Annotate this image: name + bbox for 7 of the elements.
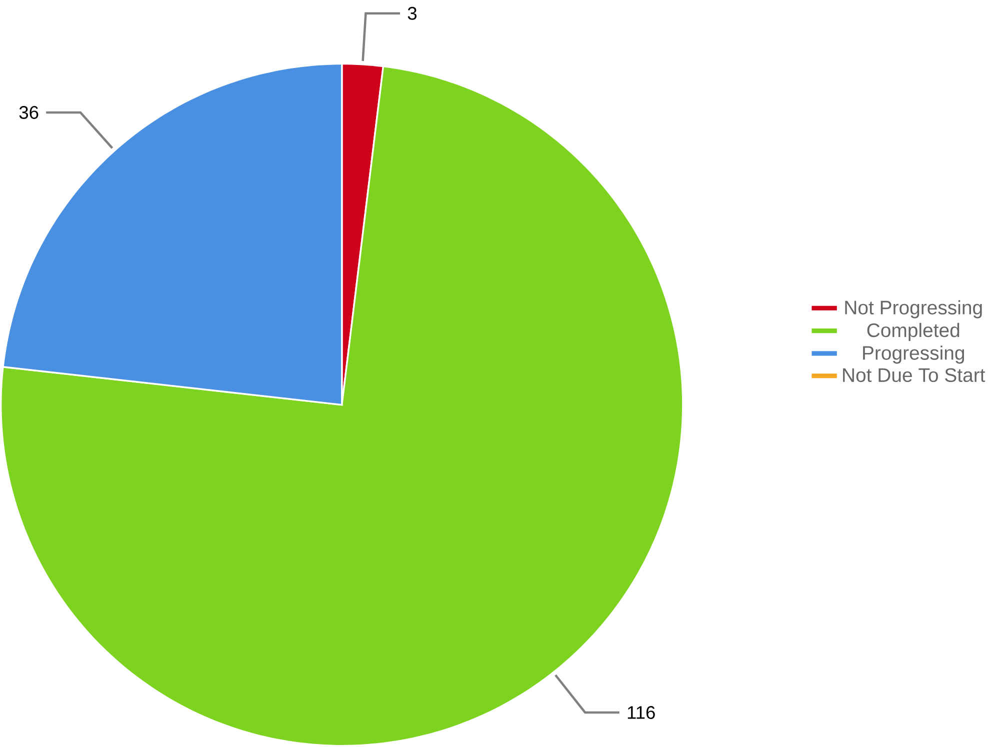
data-label: 3 xyxy=(408,7,417,20)
legend-label: Progressing xyxy=(863,346,964,364)
data-label: 36 xyxy=(19,106,38,120)
legend-label: Not Progressing xyxy=(845,300,982,318)
data-label: 116 xyxy=(628,706,655,720)
legend-label: Completed xyxy=(867,323,960,342)
legend-label: Not Due To Start xyxy=(843,368,986,382)
